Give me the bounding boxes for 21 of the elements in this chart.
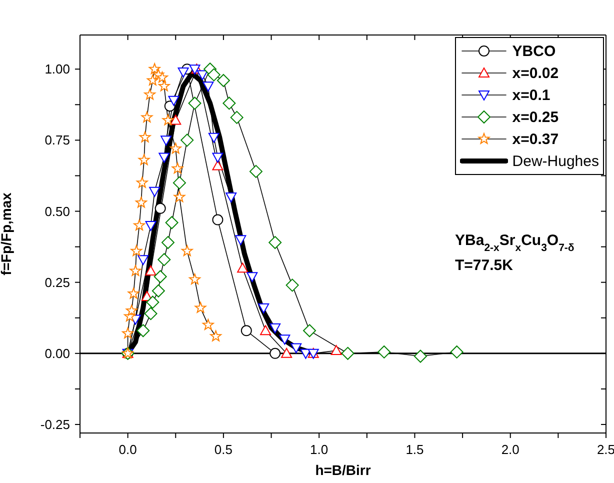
x-tick-label: 2.0	[501, 442, 520, 457]
y-axis-title: f=Fp/Fp,max	[0, 192, 14, 276]
legend-label: x=0.37	[512, 130, 559, 148]
y-tick-label: 0.25	[44, 274, 70, 290]
y-tick-label: 0.75	[44, 132, 70, 148]
legend-label: x=0.1	[512, 86, 550, 104]
y-tick-label: -0.25	[40, 416, 70, 432]
x-axis-title: h=B/Birr	[315, 462, 372, 478]
legend-label: YBCO	[512, 42, 556, 60]
y-tick-label: 1.00	[44, 62, 70, 77]
x-tick-label: 0.5	[214, 442, 232, 457]
annotation: YBa$_{2-x}$Sr$_{x}$Cu$_{3}$O$_{7-δ}$	[455, 232, 574, 254]
x-tick-label: 0.0	[118, 442, 137, 457]
y-tick-label: 0.00	[44, 346, 70, 361]
legend-label: x=0.25	[512, 108, 559, 126]
annotation: T=77.5K	[455, 257, 514, 274]
x-tick-label: 1.5	[406, 442, 424, 457]
legend-label: Dew-Hughes	[512, 152, 599, 170]
legend-label: x=0.02	[512, 64, 559, 82]
x-tick-label: 1.0	[310, 442, 328, 457]
y-tick-label: 0.50	[44, 204, 70, 219]
